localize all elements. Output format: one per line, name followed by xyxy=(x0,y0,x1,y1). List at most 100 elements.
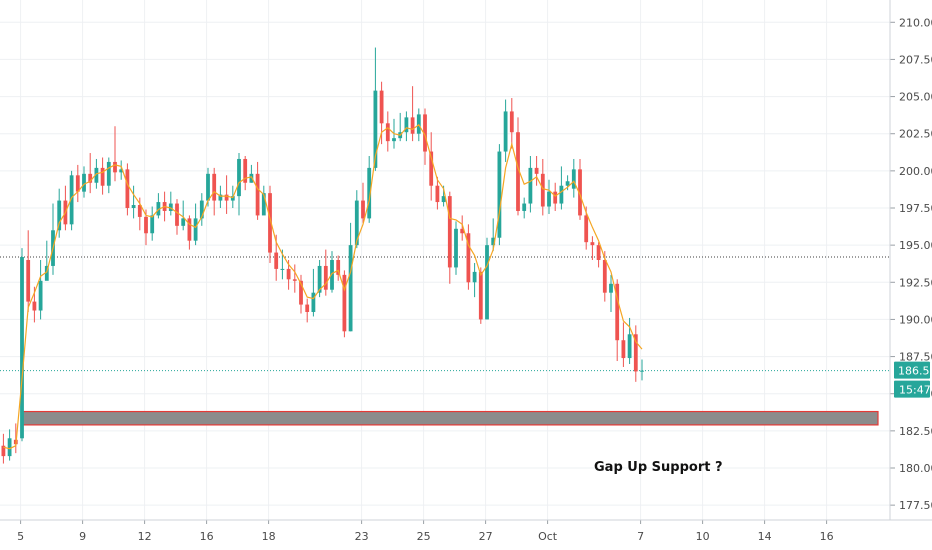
candle-body xyxy=(503,111,508,152)
annotation-gap-up-support: Gap Up Support ? xyxy=(594,460,723,475)
y-tick-label: 182.50 xyxy=(899,425,932,438)
candle-body xyxy=(447,196,452,268)
candle-body xyxy=(88,173,93,183)
candle-body xyxy=(379,90,384,124)
current-price-label: 186.55 xyxy=(898,365,932,378)
candle-body xyxy=(392,138,396,142)
candle-body xyxy=(516,132,520,211)
y-tick-label: 180.00 xyxy=(899,462,932,475)
candle-body xyxy=(540,173,545,207)
candle-body xyxy=(156,202,161,216)
candle-body xyxy=(7,438,12,457)
candle-body xyxy=(435,185,440,203)
candle-body xyxy=(522,203,527,211)
x-tick-label: 10 xyxy=(696,530,710,543)
support-zone[interactable] xyxy=(21,410,879,426)
candle-body xyxy=(32,301,37,311)
candle-body xyxy=(429,151,434,186)
candle-body xyxy=(509,111,514,133)
candle-body xyxy=(44,265,49,281)
candle-body xyxy=(491,237,496,246)
candle-body xyxy=(299,280,303,305)
x-tick-label: 18 xyxy=(262,530,276,543)
candle-body xyxy=(286,268,291,280)
candle-body xyxy=(292,279,297,281)
candle-body xyxy=(621,340,626,359)
candle-body xyxy=(249,173,254,183)
candles-layer xyxy=(1,47,644,464)
candle-body xyxy=(609,283,613,293)
candle-body xyxy=(274,252,279,269)
price-axis[interactable]: 210.00 207.50 205.00 202.50 200.00 197.50 195.… xyxy=(889,0,932,520)
candle-body xyxy=(57,200,62,231)
y-tick-label: 210.00 xyxy=(899,16,932,29)
y-tick-label: 202.50 xyxy=(899,128,932,141)
candle-body xyxy=(119,169,124,173)
candle-body xyxy=(534,167,539,174)
candle-body xyxy=(26,260,31,302)
candle-body xyxy=(385,123,390,142)
candle-body xyxy=(199,200,204,219)
candle-body xyxy=(131,205,136,208)
candle-body xyxy=(571,169,576,189)
candle-body xyxy=(175,203,179,226)
x-tick-label: Oct xyxy=(538,530,558,543)
x-tick-label: 7 xyxy=(637,530,644,543)
y-tick-label: 200.00 xyxy=(899,165,932,178)
candle-body xyxy=(342,274,347,332)
candle-body xyxy=(330,260,334,290)
candle-body xyxy=(106,161,111,186)
x-tick-label: 5 xyxy=(17,530,24,543)
y-tick-label: 197.50 xyxy=(899,202,932,215)
countdown-badge xyxy=(894,380,930,398)
x-tick-label: 27 xyxy=(479,530,493,543)
y-tick-label: 187.50 xyxy=(899,351,932,364)
candle-body xyxy=(1,445,6,457)
candle-body xyxy=(547,191,551,207)
candle-body xyxy=(137,205,142,217)
candle-body xyxy=(336,260,341,275)
x-tick-label: 16 xyxy=(820,530,834,543)
candle-body xyxy=(268,193,272,253)
candle-body xyxy=(404,117,409,133)
candle-body xyxy=(237,158,241,197)
candle-body xyxy=(125,169,130,208)
candle-body xyxy=(218,194,223,201)
candle-body xyxy=(590,242,595,246)
grid xyxy=(0,0,890,520)
candle-body xyxy=(410,117,415,134)
candle-body xyxy=(466,233,471,283)
candle-body xyxy=(485,245,489,320)
time-axis[interactable]: 5 9 12 16 18 23 25 27 Oct 7 10 14 16 xyxy=(0,519,932,543)
candle-body xyxy=(553,191,558,204)
x-tick-label: 14 xyxy=(758,530,772,543)
candle-body xyxy=(193,218,198,241)
x-tick-label: 25 xyxy=(417,530,431,543)
candle-body xyxy=(528,167,533,204)
candle-body xyxy=(206,173,210,201)
candle-body xyxy=(230,196,235,201)
candle-body xyxy=(423,114,427,152)
candle-body xyxy=(94,167,99,183)
candle-body xyxy=(373,90,378,168)
candle-body xyxy=(38,280,43,311)
candle-body xyxy=(280,268,285,270)
candle-body xyxy=(348,245,353,332)
y-tick-label: 190.00 xyxy=(899,313,932,326)
moving-average-line xyxy=(3,123,643,450)
x-tick-label: 23 xyxy=(355,530,369,543)
candle-body xyxy=(168,203,173,211)
candle-body xyxy=(150,215,155,234)
y-tick-label: 205.00 xyxy=(899,91,932,104)
candle-body xyxy=(224,194,229,201)
candle-body xyxy=(584,215,589,243)
candle-body xyxy=(212,173,217,201)
candle-body xyxy=(640,370,644,372)
candle-body xyxy=(602,260,607,293)
y-tick-label: 207.50 xyxy=(899,53,932,66)
candle-body xyxy=(181,218,186,226)
price-badges: 186.55 15:47 xyxy=(894,361,932,398)
candle-body xyxy=(261,193,266,216)
